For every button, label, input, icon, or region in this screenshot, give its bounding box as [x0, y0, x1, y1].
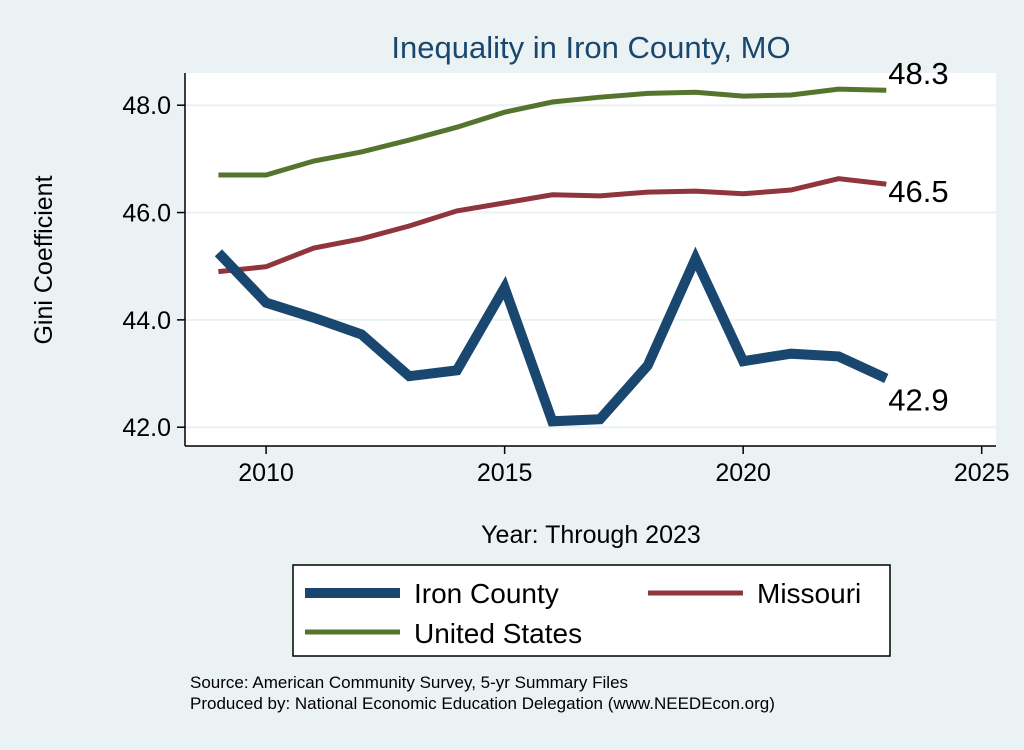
legend-label-united-states: United States [414, 618, 582, 649]
chart-title: Inequality in Iron County, MO [391, 30, 790, 65]
end-label-united-states: 48.3 [888, 56, 948, 91]
end-label-missouri: 46.5 [888, 174, 948, 209]
y-tick-label: 44.0 [122, 307, 171, 335]
legend-label-iron-county: Iron County [414, 578, 559, 609]
series-line-iron-county [214, 246, 889, 427]
x-axis-label: Year: Through 2023 [481, 521, 701, 549]
legend-box [292, 564, 891, 657]
x-tick-label: 2020 [715, 459, 771, 487]
source-note: Source: American Community Survey, 5-yr … [190, 673, 628, 692]
legend: Iron County Missouri United States [292, 564, 891, 657]
x-tick-label: 2015 [477, 459, 533, 487]
x-tick-label: 2010 [238, 459, 294, 487]
y-tick-label: 48.0 [122, 92, 171, 120]
end-label-iron-county: 42.9 [888, 382, 948, 417]
y-tick-label: 46.0 [122, 200, 171, 228]
y-axis-label: Gini Coefficient [30, 175, 58, 344]
producer-note: Produced by: National Economic Education… [190, 694, 775, 713]
plot-area [185, 73, 996, 446]
series-line-missouri [218, 176, 887, 275]
series-line-united-states [218, 86, 887, 178]
x-tick-label: 2025 [954, 459, 1010, 487]
y-tick-label: 42.0 [122, 414, 171, 442]
legend-label-missouri: Missouri [757, 578, 861, 609]
